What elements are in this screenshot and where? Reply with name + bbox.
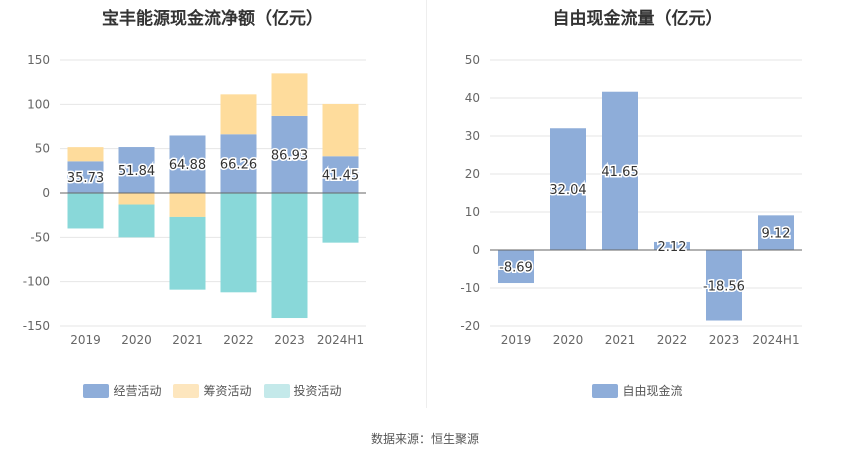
data-label: 2.12 — [658, 240, 687, 255]
y-tick-label: 10 — [465, 205, 480, 219]
bar-0-2021 — [169, 135, 206, 193]
data-label: -18.56 — [703, 279, 745, 294]
legend-item-operating[interactable]: 经营活动 — [83, 382, 161, 399]
data-label: 41.45 — [322, 169, 359, 184]
y-tick-label: 30 — [465, 129, 480, 143]
x-tick-label: 2024H1 — [317, 333, 364, 347]
panel-divider — [426, 0, 427, 408]
bar-1-2023 — [271, 73, 308, 116]
data-label: 86.93 — [271, 148, 308, 163]
x-tick-label: 2023 — [274, 333, 305, 347]
y-tick-label: 100 — [27, 97, 50, 111]
legend-label: 投资活动 — [293, 384, 342, 398]
bar-2-2022 — [220, 193, 257, 293]
free-cash-flow-chart: 自由现金流量（亿元） 50 40 30 20 10 0 -10 -20 2019 2020 2021… — [425, 0, 850, 420]
bar-2-2023 — [271, 193, 308, 319]
data-source: 数据来源：恒生聚源 — [370, 432, 479, 446]
bar-1-2024H1 — [322, 103, 359, 157]
bar-0-2024H1 — [322, 156, 359, 193]
data-label: 9.12 — [762, 227, 791, 242]
data-label: -8.69 — [499, 261, 533, 276]
legend-item-financing[interactable]: 筹资活动 — [173, 382, 252, 399]
bar-2-2024H1 — [322, 193, 359, 243]
legend-label: 自由现金流 — [622, 384, 683, 398]
y-tick-label: 20 — [465, 167, 480, 181]
x-tick-label: 2024H1 — [752, 333, 799, 347]
y-tick-label: 0 — [42, 186, 50, 200]
y-tick-label: -20 — [460, 319, 480, 333]
chart-legend: 自由现金流 — [425, 382, 850, 399]
legend-label: 筹资活动 — [203, 384, 252, 398]
chart-legend: 经营活动 筹资活动 投资活动 — [0, 382, 425, 399]
x-tick-label: 2019 — [501, 333, 532, 347]
data-label: 64.88 — [169, 158, 206, 173]
legend-label: 经营活动 — [113, 384, 162, 398]
cash-flow-net-plot: 150 100 50 0 -50 -100 -150 2019 2020 2021 2022 2023… — [23, 53, 366, 347]
data-label: 66.26 — [220, 158, 257, 173]
bar-0-2022 — [654, 241, 690, 250]
x-tick-label: 2022 — [657, 333, 688, 347]
bar-0-2024H1 — [758, 215, 794, 250]
free-cash-flow-plot: 50 40 30 20 10 0 -10 -20 2019 2020 2021 2022 2023 202… — [460, 53, 802, 347]
legend-item-investing[interactable]: 投资活动 — [263, 382, 342, 399]
bar-0-2023 — [706, 250, 742, 321]
bar-0-2023 — [271, 115, 308, 193]
bar-1-2020 — [118, 193, 155, 205]
bar-0-2020 — [118, 147, 155, 193]
y-tick-label: 50 — [465, 53, 480, 67]
chart-title: 自由现金流量（亿元） — [552, 9, 723, 29]
bar-0-2020 — [550, 128, 586, 250]
x-tick-label: 2019 — [70, 333, 101, 347]
bar-0-2022 — [220, 134, 257, 193]
x-tick-label: 2021 — [172, 333, 203, 347]
bar-1-2021 — [169, 193, 206, 217]
data-label: 41.65 — [601, 165, 638, 180]
y-tick-label: -150 — [23, 319, 50, 333]
legend-item-free-cash-flow[interactable]: 自由现金流 — [592, 382, 683, 399]
y-tick-label: -100 — [23, 275, 50, 289]
chart-title: 宝丰能源现金流净额（亿元） — [102, 9, 323, 29]
bar-2-2019 — [67, 193, 104, 229]
cash-flow-net-chart: 宝丰能源现金流净额（亿元） 150 100 50 0 -50 -100 -150 2019 20… — [0, 0, 425, 420]
y-tick-label: 40 — [465, 91, 480, 105]
x-tick-label: 2023 — [709, 333, 740, 347]
bar-0-2019 — [67, 161, 104, 193]
y-tick-label: -10 — [460, 281, 480, 295]
data-label: 51.84 — [118, 164, 155, 179]
bar-0-2019 — [498, 250, 534, 284]
y-tick-label: -50 — [30, 230, 50, 244]
bar-0-2021 — [602, 91, 638, 250]
x-tick-label: 2021 — [605, 333, 636, 347]
y-tick-label: 0 — [472, 243, 480, 257]
bar-2-2020 — [118, 204, 155, 238]
data-label: 32.04 — [549, 183, 586, 198]
y-tick-label: 50 — [35, 142, 50, 156]
legend-swatch — [83, 383, 110, 398]
y-tick-label: 150 — [27, 53, 50, 67]
legend-swatch — [263, 383, 290, 398]
x-tick-label: 2020 — [121, 333, 152, 347]
legend-swatch — [173, 383, 200, 398]
x-tick-label: 2020 — [553, 333, 584, 347]
legend-swatch — [592, 383, 619, 398]
data-label: 35.73 — [67, 171, 104, 186]
x-tick-label: 2022 — [223, 333, 254, 347]
bar-1-2022 — [220, 94, 257, 135]
bar-2-2021 — [169, 216, 206, 290]
bar-1-2019 — [67, 147, 104, 162]
